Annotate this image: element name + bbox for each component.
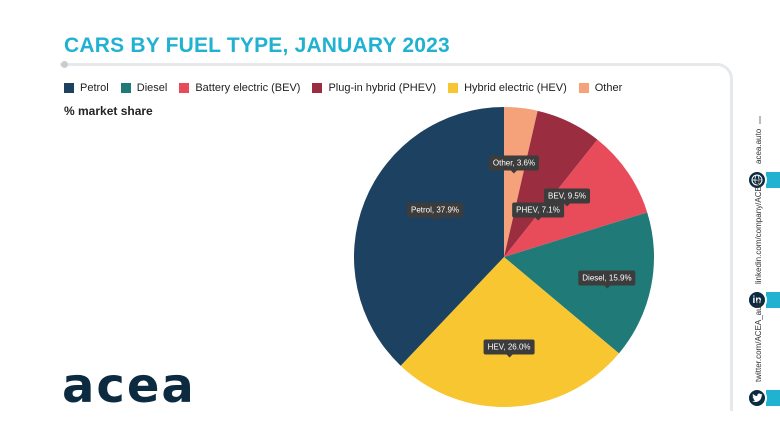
twitter-text[interactable]: twitter.com/ACEA_auto [754, 299, 763, 382]
pie-slice-hev [400, 257, 619, 407]
data-label-hev: HEV, 26.0% [483, 339, 535, 355]
legend-label-other: Other [594, 82, 623, 94]
legend-item-hev: Hybrid electric (HEV) [448, 82, 567, 94]
globe-glyph [751, 174, 763, 186]
legend-swatch-diesel [120, 83, 131, 93]
legend-label-bev: Battery electric (BEV) [195, 82, 301, 94]
website-accent-bar [766, 172, 780, 188]
data-label-other: Other, 3.6% [488, 155, 540, 171]
legend-item-other: Other [578, 82, 623, 94]
globe-icon[interactable] [747, 170, 767, 190]
legend-label-hev: Hybrid electric (HEV) [464, 82, 567, 94]
content-frame [60, 63, 733, 411]
frame-dot [61, 61, 68, 68]
twitter-accent-bar [766, 390, 780, 406]
data-label-petrol: Petrol, 37.9% [406, 202, 464, 218]
chart-title: CARS BY FUEL TYPE, JANUARY 2023 [64, 34, 450, 57]
legend-item-diesel: Diesel [120, 82, 168, 94]
legend-swatch-phev [312, 83, 323, 93]
side-divider [759, 116, 761, 124]
linkedin-icon[interactable]: in [747, 290, 767, 310]
data-label-phev: PHEV, 7.1% [512, 202, 564, 218]
pie-slice-petrol [354, 107, 504, 366]
twitter-icon[interactable] [747, 388, 767, 408]
legend-label-diesel: Diesel [136, 82, 168, 94]
acea-logo: acea [62, 358, 196, 414]
legend-swatch-hev [448, 83, 459, 93]
legend-swatch-bev [179, 83, 190, 93]
legend-label-petrol: Petrol [80, 82, 109, 94]
data-label-diesel: Diesel, 15.9% [578, 270, 636, 286]
legend-item-bev: Battery electric (BEV) [179, 82, 300, 94]
linkedin-text[interactable]: linkedin.com/company/ACEA/ [754, 178, 763, 284]
legend-item-petrol: Petrol [64, 82, 109, 94]
legend-item-phev: Plug-in hybrid (PHEV) [312, 82, 436, 94]
data-label-bev: BEV, 9.5% [544, 188, 590, 204]
website-text[interactable]: acea.auto [754, 128, 763, 164]
chart-subtitle: % market share [64, 104, 153, 118]
legend-swatch-other [578, 83, 589, 93]
legend-swatch-petrol [64, 83, 74, 93]
pie-slice-other [504, 107, 538, 257]
legend: Petrol Diesel Battery electric (BEV) Plu… [64, 82, 622, 94]
legend-label-phev: Plug-in hybrid (PHEV) [328, 82, 437, 94]
pie-slice-phev [504, 110, 598, 257]
twitter-glyph [751, 393, 762, 402]
linkedin-accent-bar [766, 292, 780, 308]
